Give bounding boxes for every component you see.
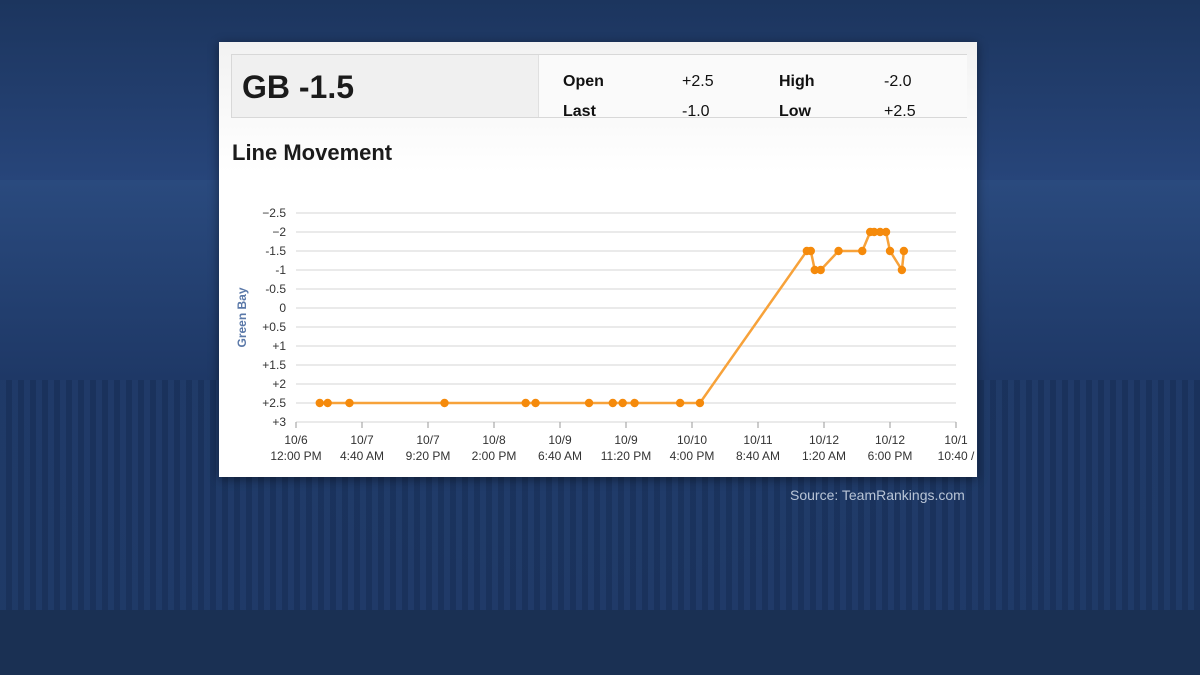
x-tick-label-time: 8:40 AM xyxy=(736,449,780,463)
source-credit: Source: TeamRankings.com xyxy=(790,487,965,503)
data-point xyxy=(810,265,819,275)
x-tick-label-date: 10/8 xyxy=(482,433,506,447)
background-field xyxy=(0,610,1200,675)
data-point xyxy=(531,398,540,408)
y-tick-label: +1.5 xyxy=(262,358,286,372)
data-point xyxy=(675,398,685,408)
y-tick-label: +1 xyxy=(272,339,286,353)
data-point xyxy=(608,398,617,408)
x-tick-label-time: 11:20 PM xyxy=(601,449,651,463)
x-tick-label-date: 10/9 xyxy=(548,433,572,447)
data-point xyxy=(885,246,895,256)
y-tick-label: -1.5 xyxy=(265,244,286,258)
data-point xyxy=(869,227,879,237)
x-tick-label-time: 4:00 PM xyxy=(670,449,715,463)
x-tick-label-date: 10/1 xyxy=(944,433,968,447)
data-point xyxy=(858,246,867,256)
data-point xyxy=(618,398,627,408)
y-tick-label: +2.5 xyxy=(262,396,286,410)
x-tick-label-time: 6:40 AM xyxy=(538,449,582,463)
x-tick-label-time: 9:20 PM xyxy=(406,449,451,463)
x-tick-label-date: 10/9 xyxy=(614,433,638,447)
y-tick-label: +3 xyxy=(272,415,286,429)
x-tick-label-time: 4:40 AM xyxy=(340,449,384,463)
high-value: -2.0 xyxy=(884,73,912,90)
last-value: -1.0 xyxy=(682,103,710,120)
team-line: GB -1.5 xyxy=(242,69,355,105)
x-tick-label-time: 12:00 PM xyxy=(270,449,321,463)
open-label: Open xyxy=(563,73,604,90)
x-tick-label-date: 10/7 xyxy=(416,433,440,447)
last-label: Last xyxy=(563,103,596,120)
data-point xyxy=(881,227,891,237)
low-value: +2.5 xyxy=(884,103,916,120)
x-tick-label-time: 2:00 PM xyxy=(472,449,517,463)
y-tick-label: +2 xyxy=(272,377,286,391)
data-point xyxy=(695,398,705,408)
x-tick-label-date: 10/6 xyxy=(284,433,308,447)
open-value: +2.5 xyxy=(682,73,714,90)
odds-stats: Open +2.5 High -2.0 Last -1.0 Low +2.5 xyxy=(538,55,967,120)
y-tick-label: +0.5 xyxy=(262,320,286,334)
y-axis-label: Green Bay xyxy=(235,287,249,347)
x-tick-label-time: 1:20 AM xyxy=(802,449,846,463)
data-point xyxy=(816,265,825,275)
x-tick-label-date: 10/7 xyxy=(350,433,374,447)
data-point xyxy=(440,398,449,408)
line-movement-chart: −2.5 −2 -1.5 -1 -0.5 0 +0.5 +1 +1.5 +2 +2.5 +3 10/6 1… xyxy=(235,206,975,463)
low-label: Low xyxy=(779,103,811,120)
y-tick-label: -1 xyxy=(275,263,286,277)
data-point xyxy=(521,398,530,408)
y-tick-label: −2 xyxy=(272,225,286,239)
data-point xyxy=(584,398,594,408)
y-tick-label: −2.5 xyxy=(262,206,286,220)
x-tick-label-date: 10/12 xyxy=(809,433,839,447)
odds-header: GB -1.5 Open +2.5 High -2.0 Last -1.0 Lo… xyxy=(231,54,967,120)
high-label: High xyxy=(779,73,815,90)
chart-title: Line Movement xyxy=(232,140,393,165)
data-point xyxy=(323,398,332,408)
data-point xyxy=(806,246,815,256)
x-tick-label-date: 10/11 xyxy=(743,433,772,447)
x-tick-label-date: 10/10 xyxy=(677,433,707,447)
data-point xyxy=(315,398,324,408)
x-tick-label-time: 6:00 PM xyxy=(868,449,913,463)
y-tick-label: 0 xyxy=(279,301,286,315)
odds-card: GB -1.5 Open +2.5 High -2.0 Last -1.0 Lo… xyxy=(219,42,977,477)
data-point xyxy=(875,227,885,237)
x-tick-label-date: 10/12 xyxy=(875,433,905,447)
data-point xyxy=(630,398,639,408)
y-tick-label: -0.5 xyxy=(265,282,286,296)
data-point xyxy=(345,398,354,408)
data-point xyxy=(899,246,909,256)
series-line xyxy=(319,230,906,405)
x-tick-label-time: 10:40 / xyxy=(938,449,975,463)
data-point xyxy=(897,265,907,275)
data-point xyxy=(834,246,843,256)
